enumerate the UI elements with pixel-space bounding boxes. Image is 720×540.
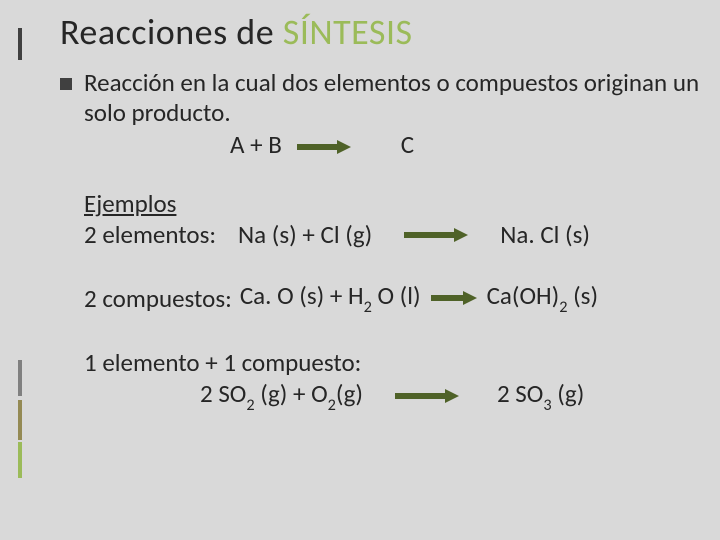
example-label: 1 elemento + 1 compuesto: — [84, 347, 361, 378]
title-part1: Reacciones de — [60, 10, 283, 54]
example-lhs: Ca. O (s) + H2 O (l) — [240, 280, 421, 316]
eq-right: C — [401, 129, 414, 160]
definition-row: Reacción en la cual dos elementos o comp… — [60, 68, 700, 127]
example-lhs: Na (s) + Cl (g) — [238, 219, 372, 250]
example-rhs: Na. Cl (s) — [500, 219, 590, 250]
example-lhs: 2 SO2 (g) + O2(g) — [200, 378, 363, 414]
accent-bar — [18, 400, 22, 440]
general-equation: A + B C — [230, 129, 700, 160]
example-3: 1 elemento + 1 compuesto: 2 SO2 (g) + O2… — [60, 347, 700, 415]
accent-bar — [18, 442, 22, 478]
example-2: 2 compuestos: Ca. O (s) + H2 O (l) Ca(OH… — [60, 280, 700, 316]
example-rhs: 2 SO3 (g) — [497, 378, 584, 414]
title-part2: SÍNTESIS — [283, 10, 413, 54]
definition-text: Reacción en la cual dos elementos o comp… — [84, 68, 700, 127]
arrow-icon — [395, 389, 459, 403]
arrow-icon — [404, 228, 468, 242]
example-rhs: Ca(OH)2 (s) — [487, 280, 598, 316]
accent-bar — [18, 28, 22, 60]
accent-bar — [18, 360, 22, 396]
arrow-icon — [431, 291, 477, 305]
slide-content: Reacciones de SÍNTESIS Reacción en la cu… — [60, 10, 700, 444]
example-label: 2 elementos: — [84, 219, 216, 250]
example-1: 2 elementos: Na (s) + Cl (g) Na. Cl (s) — [60, 219, 700, 250]
eq-left: A + B — [230, 129, 282, 160]
examples-heading: Ejemplos — [84, 188, 700, 219]
bullet-icon — [60, 78, 72, 90]
arrow-icon — [297, 140, 351, 154]
left-accent-bars — [0, 0, 26, 540]
slide-title: Reacciones de SÍNTESIS — [60, 10, 700, 54]
example-label: 2 compuestos: — [84, 283, 232, 314]
